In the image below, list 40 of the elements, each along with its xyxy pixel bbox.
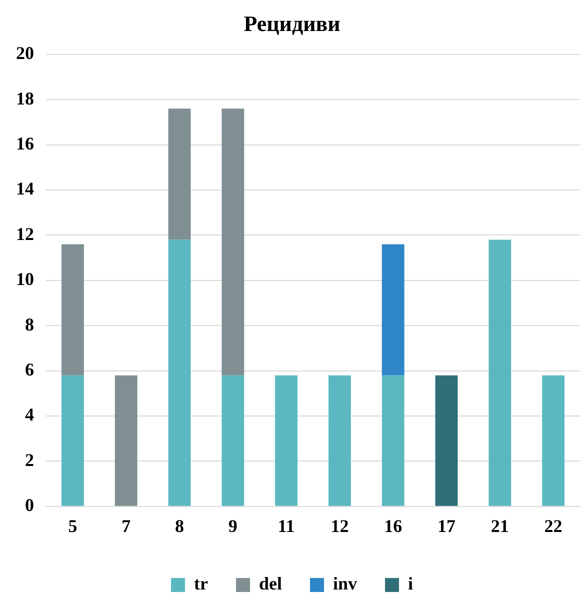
y-tick-label: 8 [25,314,34,334]
x-tick-label: 11 [278,516,295,536]
y-tick-label: 20 [16,43,34,64]
x-tick-label: 7 [122,516,131,536]
bar [275,375,298,506]
y-tick-label: 2 [25,450,34,470]
bar [61,244,84,376]
bar [168,108,191,240]
x-tick-label: 8 [175,516,184,536]
x-tick-label: 17 [438,516,456,536]
x-tick-label: 12 [330,516,349,536]
y-tick-label: 18 [16,88,34,108]
x-tick-label: 16 [384,516,402,536]
x-tick-label: 21 [490,516,509,536]
bar [222,108,244,376]
y-tick-label: 10 [16,269,34,290]
y-tick-label: 4 [25,404,34,425]
y-tick-label: 14 [16,178,34,199]
legend-label: i [408,574,414,594]
bar [61,375,84,506]
chart-title: Рецидиви [244,10,341,36]
x-tick-label: 9 [228,516,238,536]
bar [328,375,351,506]
bar [382,244,404,376]
bar [114,375,138,506]
bar [382,375,404,506]
bar [435,375,458,506]
bar [488,240,512,506]
bar [222,375,244,506]
legend-label: inv [332,574,357,594]
bar [168,240,191,506]
bar [542,375,565,506]
y-tick-label: 16 [16,133,34,154]
x-tick-label: 5 [68,516,78,536]
legend-label: tr [194,574,208,594]
y-tick-label: 0 [25,495,34,516]
x-tick-label: 22 [544,516,562,536]
y-tick-label: 6 [25,359,34,380]
y-tick-label: 12 [16,224,34,244]
legend-label: del [258,574,282,594]
